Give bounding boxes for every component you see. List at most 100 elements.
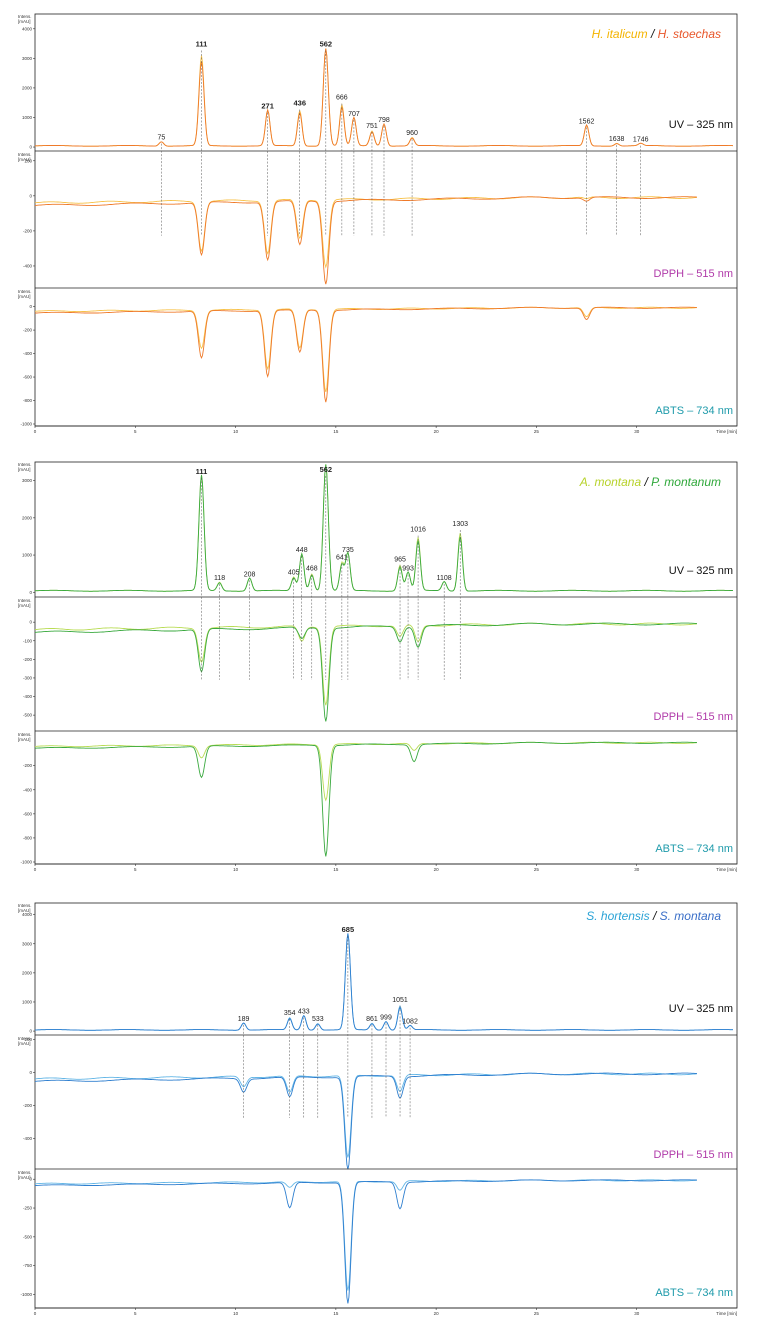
peak-label: 1016 (410, 527, 426, 534)
y-tick-label: 1000 (22, 553, 33, 558)
peak-label: 189 (238, 1016, 250, 1023)
detector-label: ABTS – 734 nm (655, 843, 733, 855)
peak-label: 208 (244, 571, 256, 578)
peak-label: 1638 (609, 136, 625, 143)
y-axis-unit: [mAU] (18, 294, 31, 299)
y-tick-label: -600 (23, 375, 33, 380)
y-tick-label: 2000 (22, 515, 33, 520)
y-axis-unit: [mAU] (18, 603, 31, 608)
peak-label: 533 (312, 1016, 324, 1023)
x-tick-label: 15 (333, 1311, 339, 1316)
y-tick-label: 0 (29, 1029, 32, 1034)
y-tick-label: -500 (23, 713, 33, 718)
x-axis-label: Time [min] (716, 867, 737, 872)
uv-trace-sample-a (34, 48, 734, 147)
y-tick-label: 0 (29, 620, 32, 625)
legend-sample-a: S. hortensis (586, 909, 649, 923)
peak-label: 960 (406, 130, 418, 137)
x-tick-label: 0 (34, 429, 37, 434)
y-axis-label: Intens. (18, 903, 32, 908)
y-tick-label: 4000 (22, 912, 33, 917)
peak-label: 999 (380, 1014, 392, 1021)
x-tick-label: 5 (134, 1311, 137, 1316)
detector-label: DPPH – 515 nm (654, 711, 733, 723)
y-tick-label: 1000 (22, 999, 33, 1004)
y-axis-label: Intens. (18, 152, 32, 157)
detector-label: DPPH – 515 nm (654, 1149, 733, 1161)
abts-trace-sample-b (34, 306, 697, 403)
y-axis-label: Intens. (18, 462, 32, 467)
sample-legend: A. montana / P. montanum (579, 475, 721, 489)
uv-trace-sample-b (35, 933, 733, 1031)
peak-label: 751 (366, 123, 378, 130)
y-tick-label: -200 (23, 1103, 33, 1108)
x-tick-label: 5 (134, 867, 137, 872)
x-tick-label: 25 (534, 429, 540, 434)
x-tick-label: 0 (34, 867, 37, 872)
y-axis-unit: [mAU] (18, 19, 31, 24)
y-tick-label: -400 (23, 694, 33, 699)
y-tick-label: 200 (24, 158, 32, 163)
peak-label: 562 (320, 39, 333, 48)
detector-label: UV – 325 nm (669, 1003, 733, 1015)
detector-label: UV – 325 nm (669, 565, 733, 577)
y-tick-label: -250 (23, 1206, 33, 1211)
x-tick-label: 5 (134, 429, 137, 434)
abts-trace-sample-a (34, 306, 697, 393)
y-tick-label: -500 (23, 1234, 33, 1239)
x-tick-label: 10 (233, 429, 239, 434)
dpph-trace-sample-a (34, 1072, 697, 1158)
y-tick-label: 3000 (22, 56, 33, 61)
peak-label: 111 (196, 467, 208, 476)
x-axis-label: Time [min] (716, 1311, 737, 1316)
x-tick-label: 30 (634, 867, 640, 872)
peak-label: 448 (296, 547, 308, 554)
y-tick-label: 2000 (22, 85, 33, 90)
detector-label: ABTS – 734 nm (655, 405, 733, 417)
y-tick-label: 3000 (22, 478, 33, 483)
y-tick-label: -600 (23, 811, 33, 816)
y-tick-label: -1000 (20, 860, 32, 865)
y-axis-unit: [mAU] (18, 1175, 31, 1180)
y-axis-label: Intens. (18, 1170, 32, 1175)
detector-label: ABTS – 734 nm (655, 1287, 733, 1299)
y-tick-label: 3000 (22, 941, 33, 946)
peak-label: 993 (402, 566, 414, 573)
y-axis-label: Intens. (18, 732, 32, 737)
y-tick-label: 2000 (22, 970, 33, 975)
peak-label: 271 (261, 102, 274, 111)
chromatogram-panel-1: H. italicum / H. stoechasIntens.[mAU]400… (18, 13, 738, 434)
x-tick-label: 0 (34, 1311, 37, 1316)
y-axis-unit: [mAU] (18, 157, 31, 162)
y-tick-label: -1000 (20, 1292, 32, 1297)
abts-trace-sample-a (35, 1179, 697, 1291)
abts-trace-sample-b (34, 741, 697, 857)
legend-separator: / (648, 27, 658, 41)
x-tick-label: 10 (233, 1311, 239, 1316)
y-axis-unit: [mAU] (18, 737, 31, 742)
y-axis-unit: [mAU] (18, 908, 31, 913)
legend-sample-a: A. montana (579, 475, 642, 489)
peak-label: 641 (336, 555, 348, 562)
detector-label: UV – 325 nm (669, 119, 733, 131)
y-tick-label: -200 (23, 657, 33, 662)
chromatogram-panel-3: S. hortensis / S. montanaIntens.[mAU]400… (18, 902, 738, 1316)
peak-label: 118 (214, 575, 225, 582)
peak-label: 111 (196, 39, 208, 48)
peak-label: 405 (288, 569, 300, 576)
y-axis-label: Intens. (18, 1036, 32, 1041)
y-tick-label: -750 (23, 1263, 33, 1268)
legend-sample-b: P. montanum (651, 475, 721, 489)
x-axis-label: Time [min] (716, 429, 737, 434)
dpph-trace-sample-b (34, 622, 697, 722)
peak-label: 1562 (579, 118, 595, 125)
y-tick-label: -800 (23, 398, 33, 403)
y-tick-label: -1000 (20, 422, 32, 427)
legend-sample-a: H. italicum (592, 27, 648, 41)
peak-label: 354 (284, 1010, 296, 1017)
legend-sample-b: H. stoechas (658, 27, 721, 41)
y-tick-label: -400 (23, 1136, 33, 1141)
legend-separator: / (650, 909, 660, 923)
y-axis-label: Intens. (18, 14, 32, 19)
peak-label: 861 (366, 1016, 378, 1023)
